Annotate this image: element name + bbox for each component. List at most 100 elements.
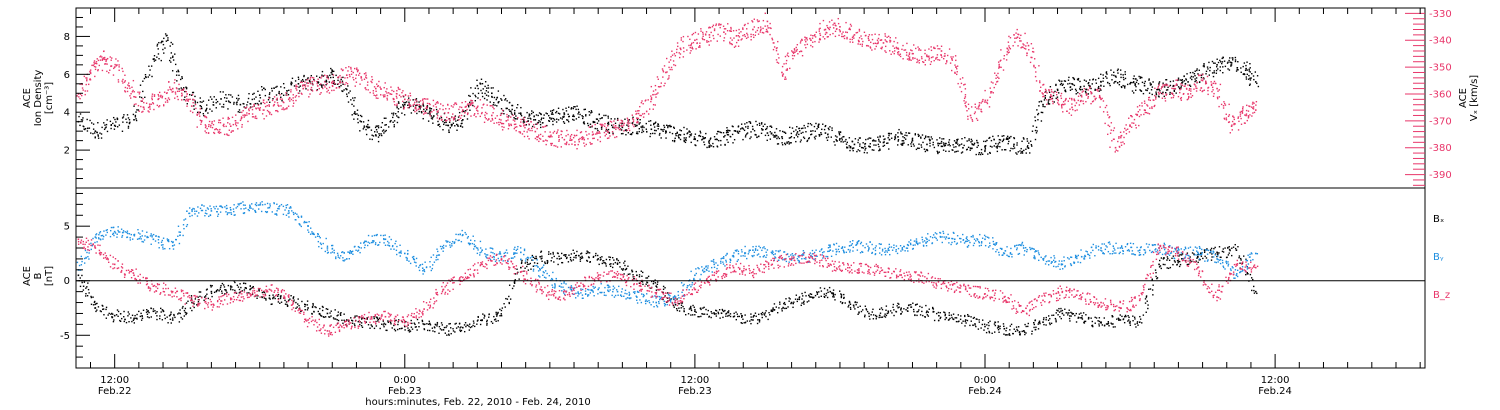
bx-point <box>317 310 319 313</box>
vx-point <box>408 102 410 105</box>
vx-point <box>113 66 116 68</box>
vx-point <box>1155 96 1157 99</box>
bx-point <box>354 324 356 327</box>
ion-density-point <box>1088 81 1090 84</box>
ion-density-point <box>1219 61 1222 63</box>
bx-point <box>108 312 110 315</box>
vx-point <box>1140 114 1142 116</box>
vx-point <box>1123 143 1126 145</box>
vx-point <box>969 114 972 117</box>
bx-point <box>408 329 411 331</box>
vx-point <box>207 132 210 134</box>
ion-density-point <box>630 133 633 135</box>
ion-density-point <box>1041 111 1044 114</box>
bx-point <box>377 320 379 322</box>
bx-point <box>546 261 549 264</box>
ion-density-point <box>657 123 659 125</box>
ion-density-point <box>979 153 982 156</box>
bx-point <box>497 320 499 322</box>
ion-density-point <box>333 82 335 84</box>
vx-point <box>1135 127 1137 129</box>
vx-point <box>510 116 512 118</box>
vx-point <box>701 37 704 39</box>
bx-point <box>688 308 691 310</box>
ion-density-point <box>297 76 300 79</box>
vx-point <box>247 120 249 123</box>
vx-point <box>963 100 965 102</box>
vx-point <box>240 118 243 120</box>
vx-point <box>240 116 243 118</box>
vx-point <box>793 55 796 57</box>
vx-point <box>1241 107 1244 110</box>
ion-density-point <box>105 123 108 126</box>
bx-point <box>293 299 295 301</box>
vx-point <box>1033 64 1035 67</box>
ion-density-point <box>772 134 774 136</box>
vx-point <box>1155 98 1157 100</box>
vx-point <box>1182 93 1185 95</box>
vx-point <box>241 111 243 114</box>
bx-point <box>551 257 553 259</box>
vx-point <box>205 131 207 134</box>
ion-density-point <box>263 87 265 89</box>
ion-density-point <box>489 101 491 103</box>
ion-density-point <box>123 114 125 116</box>
vx-point <box>819 38 822 41</box>
vx-point <box>206 127 208 130</box>
ion-density-point <box>297 78 300 80</box>
vx-point <box>357 69 359 71</box>
ion-density-point <box>135 119 138 122</box>
vx-point <box>133 95 135 98</box>
bx-point <box>580 257 583 259</box>
vx-point <box>371 76 373 78</box>
ion-density-point <box>376 125 379 127</box>
vx-point <box>95 61 98 63</box>
vx-point <box>692 41 695 44</box>
vx-point <box>122 78 124 81</box>
vx-point <box>848 27 851 29</box>
vx-point <box>147 110 149 112</box>
ion-density-point <box>1015 152 1017 154</box>
ion-density-point <box>596 122 599 124</box>
vx-point <box>302 84 304 86</box>
ion-density-point <box>92 132 94 135</box>
ion-density-point <box>449 127 452 129</box>
ion-density-point <box>634 123 636 126</box>
ion-density-point <box>831 129 833 132</box>
ion-density-point <box>1183 75 1185 77</box>
vx-point <box>727 23 729 25</box>
vx-point <box>186 105 188 107</box>
ion-density-point <box>393 124 395 126</box>
vx-point <box>1138 115 1141 118</box>
vx-point <box>636 112 638 115</box>
vx-point <box>891 51 894 53</box>
bx-point <box>377 318 379 321</box>
ion-density-point <box>448 121 451 123</box>
ion-density-point <box>191 91 194 94</box>
bx-point <box>685 314 687 316</box>
bx-point <box>390 323 392 325</box>
vx-point <box>877 42 879 45</box>
bx-point <box>326 312 329 315</box>
ion-density-point <box>845 143 848 145</box>
vx-point <box>992 92 994 94</box>
vx-point <box>627 119 629 121</box>
ion-density-point <box>787 141 790 143</box>
ion-density-point <box>1169 80 1172 83</box>
vx-point <box>718 24 720 26</box>
ion-density-point <box>1169 91 1171 94</box>
vx-point <box>568 143 570 146</box>
vx-point <box>791 54 794 57</box>
ion-density-point <box>203 114 205 117</box>
vx-point <box>444 112 446 114</box>
bx-point <box>174 316 176 319</box>
vx-point <box>354 85 356 87</box>
ion-density-point <box>834 135 837 137</box>
vx-point <box>687 35 689 38</box>
ion-density-point <box>845 138 847 141</box>
ion-density-point <box>1132 77 1135 80</box>
bx-point <box>105 306 108 309</box>
vx-point <box>1044 91 1046 94</box>
vx-point <box>1202 73 1204 76</box>
ion-density-point <box>79 124 81 127</box>
